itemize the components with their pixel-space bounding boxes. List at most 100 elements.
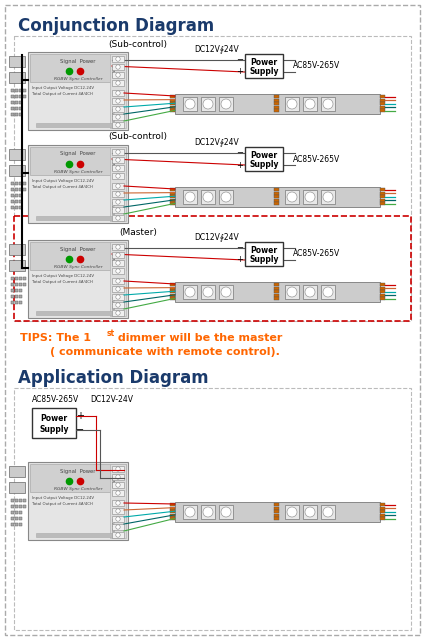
Bar xyxy=(183,190,197,204)
Bar xyxy=(14,216,411,321)
Bar xyxy=(112,294,124,300)
Bar xyxy=(175,187,380,207)
Bar xyxy=(19,301,22,304)
Bar xyxy=(23,505,26,508)
Bar xyxy=(11,194,14,197)
Bar xyxy=(112,122,124,128)
Bar xyxy=(19,295,22,298)
Bar xyxy=(15,206,18,209)
Circle shape xyxy=(116,99,120,103)
Bar xyxy=(170,507,175,509)
Circle shape xyxy=(305,192,315,202)
Bar xyxy=(23,95,26,98)
Bar xyxy=(219,285,233,299)
Bar xyxy=(170,102,175,105)
Bar xyxy=(28,145,128,223)
Bar xyxy=(170,294,175,297)
Circle shape xyxy=(116,200,120,204)
Text: OUTPUT: OUTPUT xyxy=(113,200,117,214)
Text: POWER: POWER xyxy=(113,252,117,264)
Bar xyxy=(380,283,385,286)
Bar xyxy=(170,290,175,293)
Bar xyxy=(19,206,22,209)
Bar xyxy=(275,510,280,513)
Bar xyxy=(170,202,175,205)
Text: AC85V-265V: AC85V-265V xyxy=(293,61,340,70)
Text: POWER: POWER xyxy=(113,156,117,170)
Bar xyxy=(9,72,25,83)
Circle shape xyxy=(287,507,297,517)
Text: (Sub‐control): (Sub‐control) xyxy=(108,40,167,49)
Bar xyxy=(112,244,124,250)
Text: Signal  Power: Signal Power xyxy=(60,246,96,252)
Text: OUTPUT: OUTPUT xyxy=(113,517,117,531)
Bar xyxy=(30,54,126,82)
Bar xyxy=(15,95,18,98)
Bar xyxy=(112,114,124,120)
Text: DC12V∲24V: DC12V∲24V xyxy=(195,45,239,54)
Bar xyxy=(19,517,22,520)
Text: −: − xyxy=(76,425,84,435)
Circle shape xyxy=(221,192,231,202)
Bar xyxy=(9,56,25,67)
Circle shape xyxy=(116,244,120,249)
Text: AC85V-265V: AC85V-265V xyxy=(32,396,79,404)
Text: +: + xyxy=(237,255,244,264)
Bar xyxy=(23,89,26,92)
Text: −: − xyxy=(236,243,244,253)
Circle shape xyxy=(116,107,120,111)
Circle shape xyxy=(116,261,120,265)
Bar xyxy=(9,244,25,255)
Bar xyxy=(112,106,124,112)
Bar xyxy=(380,199,385,202)
Bar xyxy=(112,260,124,266)
Bar xyxy=(110,147,126,221)
Bar xyxy=(219,505,233,519)
Circle shape xyxy=(116,253,120,257)
Bar xyxy=(15,277,18,280)
Bar xyxy=(15,107,18,110)
Bar xyxy=(275,294,280,297)
Bar xyxy=(112,207,124,213)
Bar xyxy=(23,277,26,280)
Text: Application Diagram: Application Diagram xyxy=(18,369,209,387)
Text: Input Output Voltage DC12-24V: Input Output Voltage DC12-24V xyxy=(32,274,94,278)
Bar xyxy=(112,532,124,538)
Circle shape xyxy=(287,192,297,202)
Bar xyxy=(380,503,385,506)
Bar xyxy=(285,97,299,111)
Text: Signal  Power: Signal Power xyxy=(60,58,96,63)
Bar xyxy=(112,149,124,155)
Bar xyxy=(30,242,126,270)
Bar xyxy=(170,517,175,520)
Text: +: + xyxy=(237,161,244,170)
Bar xyxy=(201,505,215,519)
Bar xyxy=(11,200,14,203)
Bar xyxy=(275,202,280,205)
Bar xyxy=(36,123,120,127)
Bar xyxy=(112,466,124,472)
Text: DC12V∲24V: DC12V∲24V xyxy=(195,232,239,241)
Bar xyxy=(14,36,411,321)
Circle shape xyxy=(116,166,120,170)
Circle shape xyxy=(287,99,297,109)
Bar xyxy=(23,182,26,185)
Bar xyxy=(112,173,124,179)
Bar xyxy=(275,298,280,300)
Text: Power: Power xyxy=(250,151,278,160)
Bar xyxy=(245,242,283,266)
Bar xyxy=(201,190,215,204)
Circle shape xyxy=(116,269,120,273)
Text: Supply: Supply xyxy=(39,425,69,434)
Circle shape xyxy=(203,507,213,517)
Bar xyxy=(112,183,124,189)
Text: Input Output Voltage DC12-24V: Input Output Voltage DC12-24V xyxy=(32,179,94,183)
Bar xyxy=(112,482,124,488)
Bar xyxy=(170,188,175,191)
Text: −: − xyxy=(236,56,244,65)
Bar xyxy=(19,107,22,110)
Circle shape xyxy=(116,81,120,85)
Bar xyxy=(275,195,280,198)
Bar xyxy=(11,505,14,508)
Bar xyxy=(112,90,124,96)
